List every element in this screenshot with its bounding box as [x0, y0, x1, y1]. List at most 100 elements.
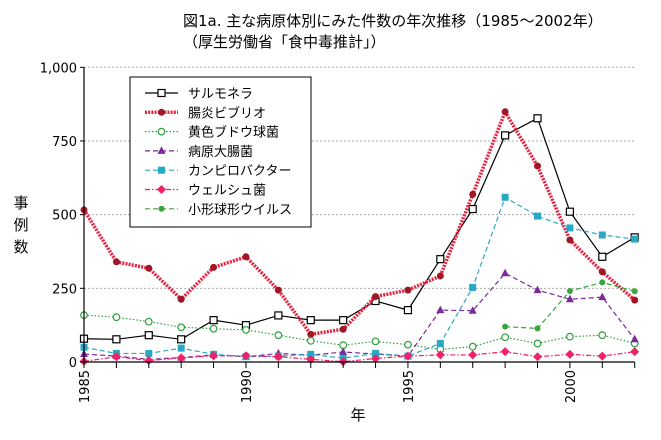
data-point	[566, 287, 573, 294]
y-tick-label: 250	[52, 282, 77, 297]
data-point	[112, 335, 121, 344]
data-point	[534, 212, 542, 220]
series-line	[83, 117, 636, 340]
data-point	[210, 263, 218, 271]
legend-label: カンピロバクター	[188, 164, 291, 179]
data-point	[144, 356, 154, 366]
y-tick-label: 500	[52, 209, 77, 224]
data-point	[339, 347, 348, 355]
y-tick-label: 0	[69, 356, 77, 371]
data-point	[144, 331, 153, 340]
data-point	[145, 349, 153, 357]
data-point	[630, 347, 640, 357]
data-point	[274, 331, 283, 340]
data-point	[598, 331, 607, 340]
legend-item: 病原大腸菌	[145, 145, 253, 160]
series-3-group	[80, 311, 639, 354]
data-point	[274, 286, 282, 294]
data-point	[339, 316, 348, 325]
data-point	[469, 190, 477, 198]
data-point	[501, 268, 510, 277]
y-tick-label: 1,000	[40, 61, 77, 76]
data-point	[566, 332, 574, 341]
x-tick-label: 1995	[402, 370, 417, 403]
data-point	[533, 339, 542, 348]
data-point	[371, 337, 380, 346]
data-point	[631, 296, 639, 304]
data-point	[631, 288, 638, 295]
legend-item: カンピロバクター	[145, 164, 291, 179]
data-point	[209, 324, 218, 333]
data-point	[157, 127, 166, 136]
legend-item: 黄色ブドウ球菌	[145, 125, 279, 141]
chart-title: 図1a. 主な病原体別にみた件数の年次推移（1985～2002年）	[183, 12, 603, 30]
series-line	[82, 107, 636, 337]
data-point	[403, 351, 413, 361]
data-point	[533, 114, 542, 123]
data-point	[158, 108, 165, 116]
series-line	[83, 196, 635, 359]
data-point	[242, 325, 250, 334]
data-point	[501, 333, 510, 342]
data-point	[241, 351, 251, 361]
y-axis-label: 事例数	[13, 194, 29, 256]
data-point	[501, 108, 509, 116]
data-point	[273, 352, 283, 362]
data-point	[209, 316, 218, 325]
data-point	[468, 306, 477, 314]
data-point	[436, 255, 445, 264]
data-point	[112, 313, 121, 322]
data-point	[630, 334, 639, 343]
data-point	[372, 349, 380, 357]
data-point	[534, 325, 541, 332]
data-point	[371, 353, 381, 363]
series-4-group	[80, 268, 639, 363]
data-point	[176, 353, 186, 363]
data-point	[436, 305, 445, 314]
series-7-group	[502, 279, 638, 332]
series-line	[83, 314, 635, 350]
data-point	[111, 352, 121, 362]
x-tick-label: 1985	[78, 370, 93, 403]
data-point	[468, 204, 477, 214]
data-point	[501, 131, 510, 140]
data-point	[157, 185, 166, 194]
data-point	[242, 253, 250, 261]
data-point	[403, 306, 413, 315]
data-point	[436, 272, 444, 280]
data-point	[209, 351, 219, 361]
data-point	[598, 231, 606, 239]
legend-label: ウェルシュ菌	[188, 184, 266, 199]
data-point	[566, 224, 574, 232]
data-point	[598, 268, 606, 276]
x-tick-label: 2000	[564, 370, 579, 403]
data-point	[631, 235, 639, 243]
data-point	[404, 340, 412, 349]
series-2-group	[80, 107, 639, 338]
data-point	[157, 88, 166, 98]
data-point	[306, 316, 315, 325]
data-point	[598, 292, 607, 301]
legend-label: 病原大腸菌	[188, 145, 253, 160]
data-point	[599, 279, 606, 286]
data-point	[533, 352, 543, 362]
data-point	[500, 347, 510, 357]
data-point	[339, 325, 347, 333]
x-tick-label: 1990	[240, 370, 255, 403]
data-point	[177, 295, 185, 303]
data-point	[565, 294, 574, 303]
legend-label: 黄色ブドウ球菌	[188, 125, 279, 141]
data-point	[566, 236, 574, 244]
data-point	[145, 264, 153, 272]
legend-label: サルモネラ	[188, 87, 253, 102]
x-axis-label: 年	[350, 406, 365, 424]
data-point	[598, 252, 607, 261]
data-point	[274, 311, 283, 320]
data-point	[468, 342, 477, 351]
data-point	[177, 344, 185, 352]
legend-label: 小形球形ウイルス	[188, 203, 292, 218]
data-point	[157, 146, 166, 154]
data-point	[307, 350, 315, 358]
data-point	[502, 323, 509, 330]
